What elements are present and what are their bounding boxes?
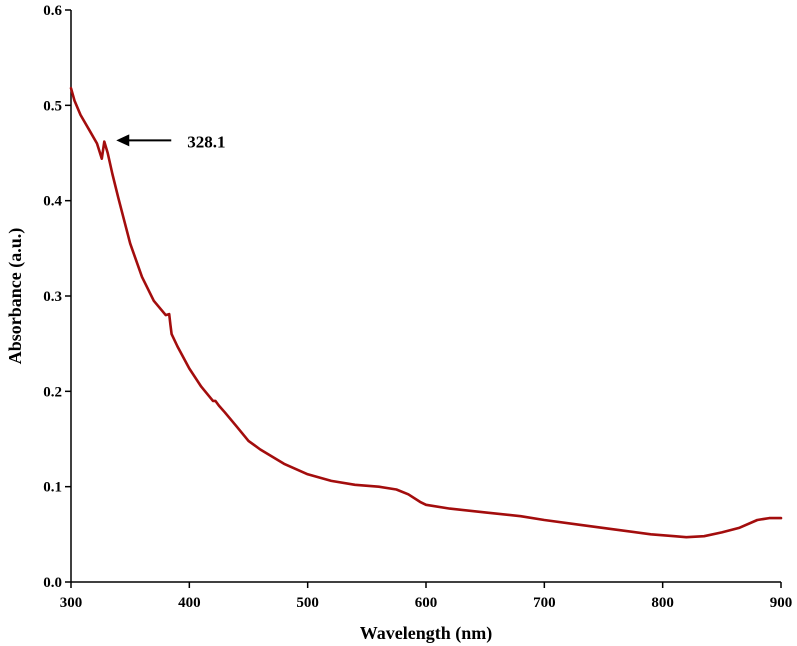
annotation-layer: 328.1 — [116, 132, 226, 151]
x-tick-label: 700 — [533, 595, 556, 611]
x-ticks: 300 400 500 600 700 800 900 — [60, 582, 793, 611]
y-tick-label: 0.5 — [43, 98, 62, 114]
y-tick-label: 0.2 — [43, 384, 62, 400]
absorbance-series-line — [69, 86, 783, 539]
y-tick-label: 0.1 — [43, 480, 62, 496]
y-axis-title: Absorbance (a.u.) — [5, 228, 26, 365]
y-ticks: 0.0 0.1 0.2 0.3 0.4 0.5 0.6 — [43, 3, 71, 591]
x-tick-label: 600 — [415, 595, 438, 611]
y-tick-label: 0.0 — [43, 575, 62, 591]
y-tick-label: 0.4 — [43, 194, 62, 210]
y-tick-label: 0.6 — [43, 3, 62, 19]
axes — [70, 10, 781, 583]
y-tick-label: 0.3 — [43, 289, 62, 305]
x-tick-label: 300 — [60, 595, 83, 611]
x-axis-title: Wavelength (nm) — [360, 623, 493, 644]
series-layer — [69, 86, 783, 539]
peak-annotation-label: 328.1 — [187, 132, 225, 151]
annotation-arrow-head — [116, 134, 130, 147]
x-tick-label: 900 — [770, 595, 793, 611]
x-tick-label: 800 — [651, 595, 674, 611]
x-tick-label: 400 — [178, 595, 201, 611]
x-tick-label: 500 — [296, 595, 319, 611]
